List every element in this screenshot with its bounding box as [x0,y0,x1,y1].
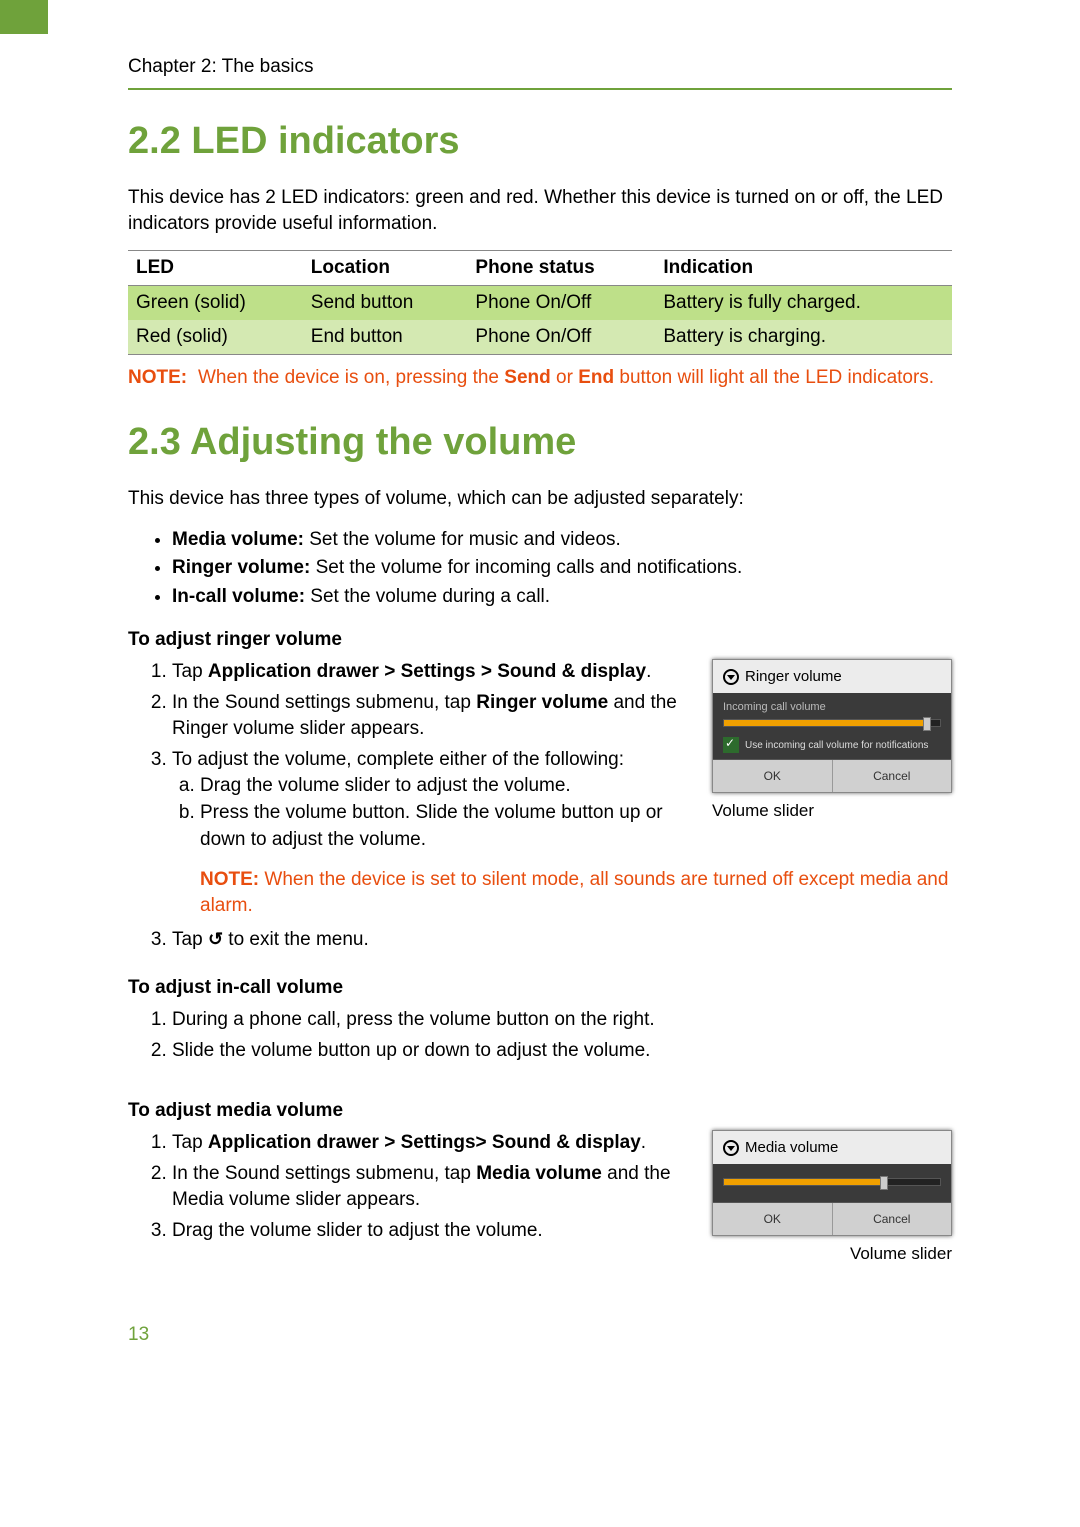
bullet-incall: In-call volume: Set the volume during a … [172,583,952,612]
media-dialog-title: Media volume [713,1131,951,1164]
media-icon [723,1140,739,1156]
cell: Send button [303,286,468,321]
note-body: When the device is on, pressing the Send… [198,365,934,391]
ringer-step-2: In the Sound settings submenu, tap Ringe… [172,690,692,743]
ringer-ok-button[interactable]: OK [713,760,833,792]
ringer-slider[interactable] [723,719,941,727]
led-table-row-green: Green (solid) Send button Phone On/Off B… [128,286,952,321]
ringer-steps: Tap Application drawer > Settings > Soun… [128,659,692,857]
cell: Phone On/Off [467,286,655,321]
section-22-intro: This device has 2 LED indicators: green … [128,185,952,236]
incall-steps: During a phone call, press the volume bu… [128,1007,952,1064]
cell: Battery is fully charged. [655,286,952,321]
section-23-title: 2.3 Adjusting the volume [128,421,952,464]
th-indication: Indication [655,251,952,286]
ringer-dialog-figure: Ringer volume Incoming call volume Use i… [712,659,952,857]
media-dialog: Media volume OK Cancel [712,1130,952,1236]
cell: Phone On/Off [467,320,655,355]
media-step-2: In the Sound settings submenu, tap Media… [172,1161,692,1214]
th-location: Location [303,251,468,286]
led-table: LED Location Phone status Indication Gre… [128,250,952,355]
ringer-dialog-title: Ringer volume [713,660,951,693]
ringer-step-4: Tap ↻ to exit the menu. [172,927,952,954]
side-tab [0,0,48,34]
media-dialog-figure: Media volume OK Cancel Volume slider [712,1130,952,1264]
volume-types-list: Media volume: Set the volume for music a… [128,526,952,612]
incall-step-1: During a phone call, press the volume bu… [172,1007,952,1034]
note-label: NOTE: [128,365,198,391]
ringer-step-3a: Drag the volume slider to adjust the vol… [200,773,692,800]
led-table-header-row: LED Location Phone status Indication [128,251,952,286]
section-22-note: NOTE: When the device is on, pressing th… [128,365,952,391]
checkbox-icon [723,737,739,753]
ringer-heading: To adjust ringer volume [128,629,952,651]
incall-step-2: Slide the volume button up or down to ad… [172,1038,952,1065]
back-icon: ↻ [208,927,223,952]
media-step-1: Tap Application drawer > Settings> Sound… [172,1130,692,1157]
ringer-checkbox-row[interactable]: Use incoming call volume for notificatio… [723,737,941,753]
media-caption: Volume slider [712,1244,952,1264]
th-status: Phone status [467,251,655,286]
bullet-media: Media volume: Set the volume for music a… [172,526,952,555]
ringer-step-3: To adjust the volume, complete either of… [172,747,692,853]
media-slider[interactable] [723,1178,941,1186]
page-content: Chapter 2: The basics 2.2 LED indicators… [0,0,1080,1386]
th-led: LED [128,251,303,286]
section-23-intro: This device has three types of volume, w… [128,486,952,512]
ringer-dialog-sub: Incoming call volume [723,701,941,713]
incall-heading: To adjust in-call volume [128,977,952,999]
media-heading: To adjust media volume [128,1100,952,1122]
cell: Green (solid) [128,286,303,321]
chapter-header: Chapter 2: The basics [128,56,952,90]
ringer-step-3b: Press the volume button. Slide the volum… [200,800,692,853]
ringer-dialog: Ringer volume Incoming call volume Use i… [712,659,952,793]
media-cancel-button[interactable]: Cancel [833,1203,952,1235]
led-table-row-red: Red (solid) End button Phone On/Off Batt… [128,320,952,355]
ringer-icon [723,669,739,685]
media-steps: Tap Application drawer > Settings> Sound… [128,1130,692,1264]
ringer-caption: Volume slider [712,801,952,821]
bullet-ringer: Ringer volume: Set the volume for incomi… [172,554,952,583]
section-22-title: 2.2 LED indicators [128,120,952,163]
media-step-3: Drag the volume slider to adjust the vol… [172,1218,692,1245]
ringer-step-1: Tap Application drawer > Settings > Soun… [172,659,692,686]
ringer-cancel-button[interactable]: Cancel [833,760,952,792]
page-number: 13 [128,1324,952,1346]
cell: Red (solid) [128,320,303,355]
ringer-note: NOTE: When the device is set to silent m… [128,867,952,918]
media-ok-button[interactable]: OK [713,1203,833,1235]
cell: End button [303,320,468,355]
cell: Battery is charging. [655,320,952,355]
